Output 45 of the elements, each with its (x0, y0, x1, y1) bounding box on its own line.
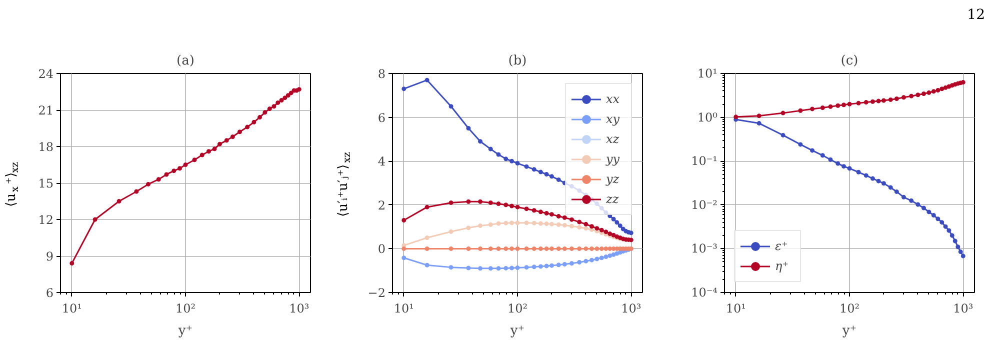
x-tick-label: 10² (507, 302, 528, 316)
x-tick-label: 10³ (289, 302, 310, 316)
x-tick-label: 10³ (621, 302, 642, 316)
x-tick-label: 10² (175, 302, 196, 316)
y-tick-label: 24 (38, 67, 54, 81)
legend-label: xz (606, 132, 620, 146)
legend-label: zz (606, 192, 620, 206)
legend-label: yz (606, 172, 620, 186)
legend-label: ε⁺ (775, 239, 789, 253)
y-axis-title: ⟨ux⁺⟩xz (4, 162, 21, 207)
y-tick-label: 6 (46, 286, 54, 300)
y-tick-label: 10⁻² (691, 198, 718, 212)
chart-title: (c) (840, 54, 858, 68)
chart-title: (b) (508, 54, 527, 68)
legend-label: η⁺ (775, 259, 790, 273)
x-tick-label: 10¹ (62, 302, 82, 316)
y-tick-label: 9 (46, 250, 54, 264)
x-tick-label: 10¹ (726, 302, 746, 316)
y-tick-label: 10⁰ (697, 110, 718, 124)
x-axis-title: y⁺ (509, 324, 525, 338)
x-tick-label: 10² (839, 302, 860, 316)
text: 12 (967, 6, 985, 25)
y-tick-label: 18 (38, 140, 54, 154)
y-tick-label: 6 (378, 110, 386, 125)
y-tick-label: 10⁻³ (691, 242, 718, 256)
x-axis-title: y⁺ (841, 324, 857, 338)
legend-label: xx (606, 92, 621, 106)
y-tick-label: 12 (38, 213, 54, 227)
y-tick-label: 0 (378, 242, 386, 256)
y-tick-label: 8 (378, 67, 386, 81)
y-tick-label: 10¹ (697, 66, 718, 80)
y-tick-label: 2 (378, 198, 386, 212)
x-tick-label: 10³ (953, 302, 974, 316)
x-tick-label: 10¹ (394, 302, 414, 316)
x-axis-title: y⁺ (177, 324, 193, 338)
legend-label: yy (606, 152, 621, 166)
chart-title: (a) (176, 54, 194, 68)
y-tick-label: 4 (378, 154, 386, 169)
y-tick-label: −2 (368, 286, 386, 300)
y-tick-label: 21 (38, 104, 54, 118)
legend-label: xy (606, 112, 621, 126)
y-tick-label: 10⁻¹ (691, 154, 718, 168)
y-tick-label: 10⁻⁴ (691, 286, 718, 300)
y-axis-title: ⟨u′ᵢ⁺u′ⱼ⁺⟩xz (336, 152, 353, 217)
y-tick-label: 15 (38, 176, 54, 190)
